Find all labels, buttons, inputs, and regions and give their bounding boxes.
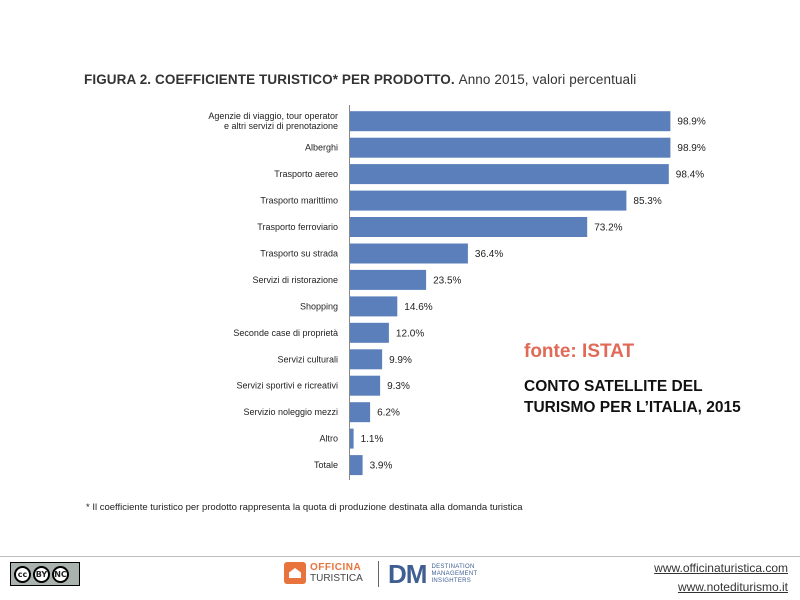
dm-logo-mark: DM xyxy=(388,559,427,589)
footer-divider xyxy=(0,556,800,557)
bar xyxy=(350,455,363,476)
bar xyxy=(350,217,588,237)
chart-title: FIGURA 2. COEFFICIENTE TURISTICO* PER PR… xyxy=(84,72,636,87)
category-label: Agenzie di viaggio, tour operator e altri… xyxy=(208,111,338,131)
category-label: Servizio noleggio mezzi xyxy=(243,407,338,417)
value-label: 98.4% xyxy=(676,170,704,181)
value-label: 3.9% xyxy=(370,461,393,472)
category-label-line: Agenzie di viaggio, tour operator xyxy=(208,111,338,121)
cc-license-badge[interactable]: cc BY NC xyxy=(10,562,80,586)
category-label-line: Seconde case di proprietà xyxy=(233,328,338,338)
category-label: Servizi culturali xyxy=(277,354,338,364)
category-label-line: Servizi culturali xyxy=(277,354,338,364)
dm-logo-line2: MANAGEMENT xyxy=(431,570,478,577)
category-label: Alberghi xyxy=(305,143,338,153)
category-label: Totale xyxy=(314,460,338,470)
category-label-line: Trasporto aereo xyxy=(274,169,338,179)
category-label: Altro xyxy=(319,434,338,444)
value-label: 12.0% xyxy=(396,328,424,339)
value-label: 1.1% xyxy=(361,434,384,445)
by-icon: BY xyxy=(33,565,50,583)
bar xyxy=(350,296,398,317)
officina-logo-text: OFFICINA TURISTICA xyxy=(310,562,363,584)
dm-logo: DM DESTINATION MANAGEMENT INSIGHTERS xyxy=(388,561,477,587)
source-text: CONTO SATELLITE DEL TURISMO PER L’ITALIA… xyxy=(524,376,741,418)
value-label: 9.9% xyxy=(389,355,412,366)
value-label: 36.4% xyxy=(475,249,503,260)
category-label-line: Trasporto su strada xyxy=(260,249,338,259)
bar xyxy=(350,269,427,290)
bar xyxy=(350,243,468,264)
logo-separator xyxy=(378,561,379,587)
value-label: 23.5% xyxy=(433,275,461,286)
category-label: Trasporto aereo xyxy=(274,169,338,179)
source-line-2: TURISMO PER L’ITALIA, 2015 xyxy=(524,399,741,416)
category-label-line: Alberghi xyxy=(305,143,338,153)
footnote: * Il coefficiente turistico per prodotto… xyxy=(86,502,523,513)
category-label-line: Trasporto ferroviario xyxy=(257,222,338,232)
bar xyxy=(350,111,671,132)
officina-logo-line1: OFFICINA xyxy=(310,562,362,573)
notediturismo-link[interactable]: www.notediturismo.it xyxy=(677,580,788,594)
bars-group: 98.9% Agenzie di viaggio, tour operator e … xyxy=(208,111,706,476)
category-label: Servizi sportivi e ricreativi xyxy=(236,381,338,391)
category-label-line: Servizi di ristorazione xyxy=(252,275,338,285)
dm-logo-line1: DESTINATION xyxy=(431,563,475,570)
dm-logo-text: DESTINATION MANAGEMENT INSIGHTERS xyxy=(431,564,477,585)
category-label-line: Totale xyxy=(314,460,338,470)
cc-icon: cc xyxy=(14,565,31,583)
dm-logo-line3: INSIGHTERS xyxy=(431,577,472,584)
category-label-line: Shopping xyxy=(300,301,338,311)
source-label: fonte: ISTAT xyxy=(524,341,635,362)
category-label: Trasporto ferroviario xyxy=(257,222,338,232)
value-label: 6.2% xyxy=(377,408,400,419)
chart-title-main: FIGURA 2. COEFFICIENTE TURISTICO* PER PR… xyxy=(84,72,455,87)
source-line-1: CONTO SATELLITE DEL xyxy=(524,378,703,395)
house-icon xyxy=(284,562,306,584)
category-label-line: Altro xyxy=(319,434,338,444)
category-label: Servizi di ristorazione xyxy=(252,275,338,285)
category-label-line: Servizi sportivi e ricreativi xyxy=(236,381,338,391)
bar xyxy=(350,164,669,185)
value-label: 9.3% xyxy=(387,381,410,392)
value-label: 73.2% xyxy=(594,223,622,234)
chart-subtitle: Anno 2015, valori percentuali xyxy=(458,72,637,87)
bar xyxy=(350,375,381,396)
officinaturistica-link[interactable]: www.officinaturistica.com xyxy=(654,561,788,575)
nc-icon: NC xyxy=(52,565,69,583)
category-label: Trasporto su strada xyxy=(260,249,338,259)
bar xyxy=(350,322,389,343)
category-label: Shopping xyxy=(300,301,338,311)
officina-logo-line2: TURISTICA xyxy=(310,573,363,584)
bar xyxy=(350,402,371,423)
category-label: Seconde case di proprietà xyxy=(233,328,338,338)
officina-turistica-logo: OFFICINA TURISTICA xyxy=(284,562,363,584)
category-label-line: Servizio noleggio mezzi xyxy=(243,407,338,417)
bar xyxy=(350,428,354,449)
category-label-line: e altri servizi di prenotazione xyxy=(224,121,338,131)
value-label: 98.9% xyxy=(677,117,705,128)
category-label: Trasporto marittimo xyxy=(260,196,338,206)
category-label-line: Trasporto marittimo xyxy=(260,196,338,206)
bar xyxy=(350,349,383,370)
bar xyxy=(350,137,671,158)
bar xyxy=(350,190,627,211)
value-label: 85.3% xyxy=(633,196,661,207)
value-label: 14.6% xyxy=(404,302,432,313)
value-label: 98.9% xyxy=(677,143,705,154)
